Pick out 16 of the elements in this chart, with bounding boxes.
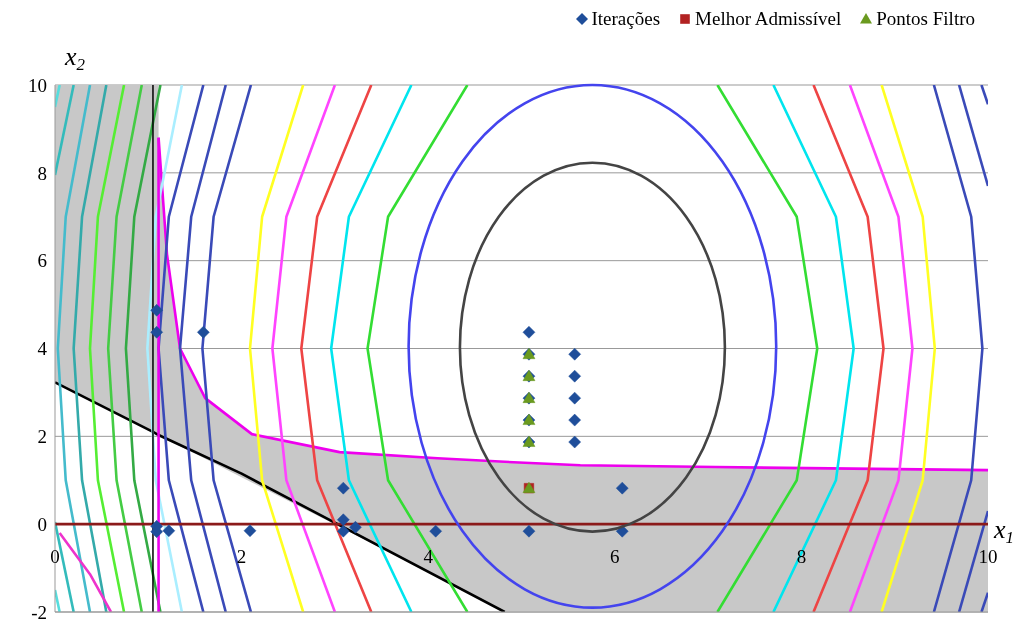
y-tick-label: 0 [37,513,47,535]
y-tick-label: 4 [37,338,48,360]
legend-label: Iterações [591,8,661,30]
legend-label: Melhor Admissível [695,8,842,30]
x-tick-label: 6 [610,546,620,568]
x-axis-title: x$_{1}$ [993,515,1014,548]
y-tick-label: 6 [37,250,47,272]
y-tick-label: -2 [31,601,47,623]
y-tick-label: 2 [37,426,47,448]
x-tick-label: 4 [423,546,434,568]
x-tick-label: 2 [236,546,247,568]
x-tick-label: 10 [978,546,998,568]
legend-label: Pontos Filtro [876,8,975,30]
y-axis-title: x$_{2}$ [64,42,86,75]
y-tick-label: 8 [37,162,47,184]
y-tick-label: 10 [28,74,47,96]
